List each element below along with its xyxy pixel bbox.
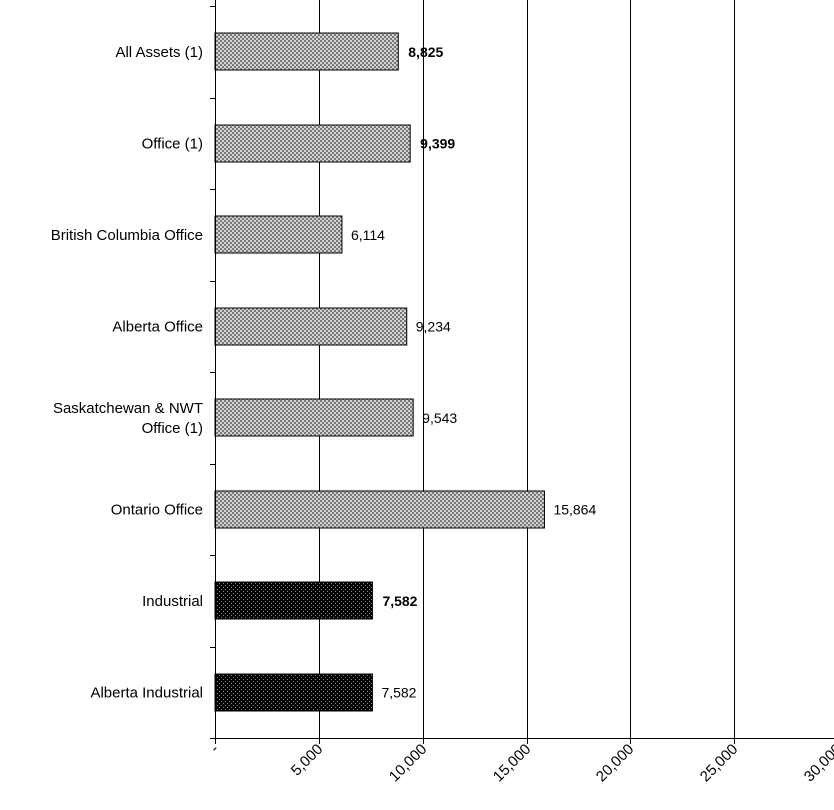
x-tick-label: 5,000 xyxy=(288,741,327,780)
bar xyxy=(214,215,343,254)
data-label: 6,114 xyxy=(351,227,385,243)
category-label: Industrial xyxy=(142,593,203,610)
data-label: 8,825 xyxy=(408,44,443,60)
category-label: Ontario Office xyxy=(111,501,203,518)
bar xyxy=(214,124,411,163)
category-label: Alberta Industrial xyxy=(90,684,203,701)
x-tick-label: 20,000 xyxy=(593,741,637,785)
labels: 8,825 All Assets (1) 9,399 Office (1) 6,114 B… xyxy=(51,44,834,786)
bar xyxy=(214,490,545,529)
category-label: Saskatchewan & NWT xyxy=(53,400,203,417)
x-tick-label: - xyxy=(207,741,223,757)
bar xyxy=(214,32,399,71)
bars xyxy=(214,32,545,712)
category-label: All Assets (1) xyxy=(115,44,203,61)
category-label: Alberta Office xyxy=(112,318,203,335)
axes xyxy=(210,0,834,744)
category-label: Office (1) xyxy=(142,420,203,437)
x-tick-label: 25,000 xyxy=(697,741,741,785)
bar xyxy=(214,673,373,712)
data-label: 9,543 xyxy=(422,410,457,426)
data-label: 9,234 xyxy=(416,318,451,334)
category-label: British Columbia Office xyxy=(51,227,203,244)
bar xyxy=(214,581,373,620)
data-label: 7,582 xyxy=(382,593,417,609)
gridlines xyxy=(319,0,735,738)
data-label: 7,582 xyxy=(381,684,416,700)
x-tick-label: 15,000 xyxy=(490,741,534,785)
x-tick-label: 30,000 xyxy=(801,741,834,785)
data-label: 9,399 xyxy=(420,135,455,151)
data-label: 15,864 xyxy=(553,501,596,517)
bar xyxy=(214,307,408,346)
x-tick-label: 10,000 xyxy=(386,741,430,785)
bar xyxy=(214,398,414,437)
category-label: Office (1) xyxy=(142,135,203,152)
